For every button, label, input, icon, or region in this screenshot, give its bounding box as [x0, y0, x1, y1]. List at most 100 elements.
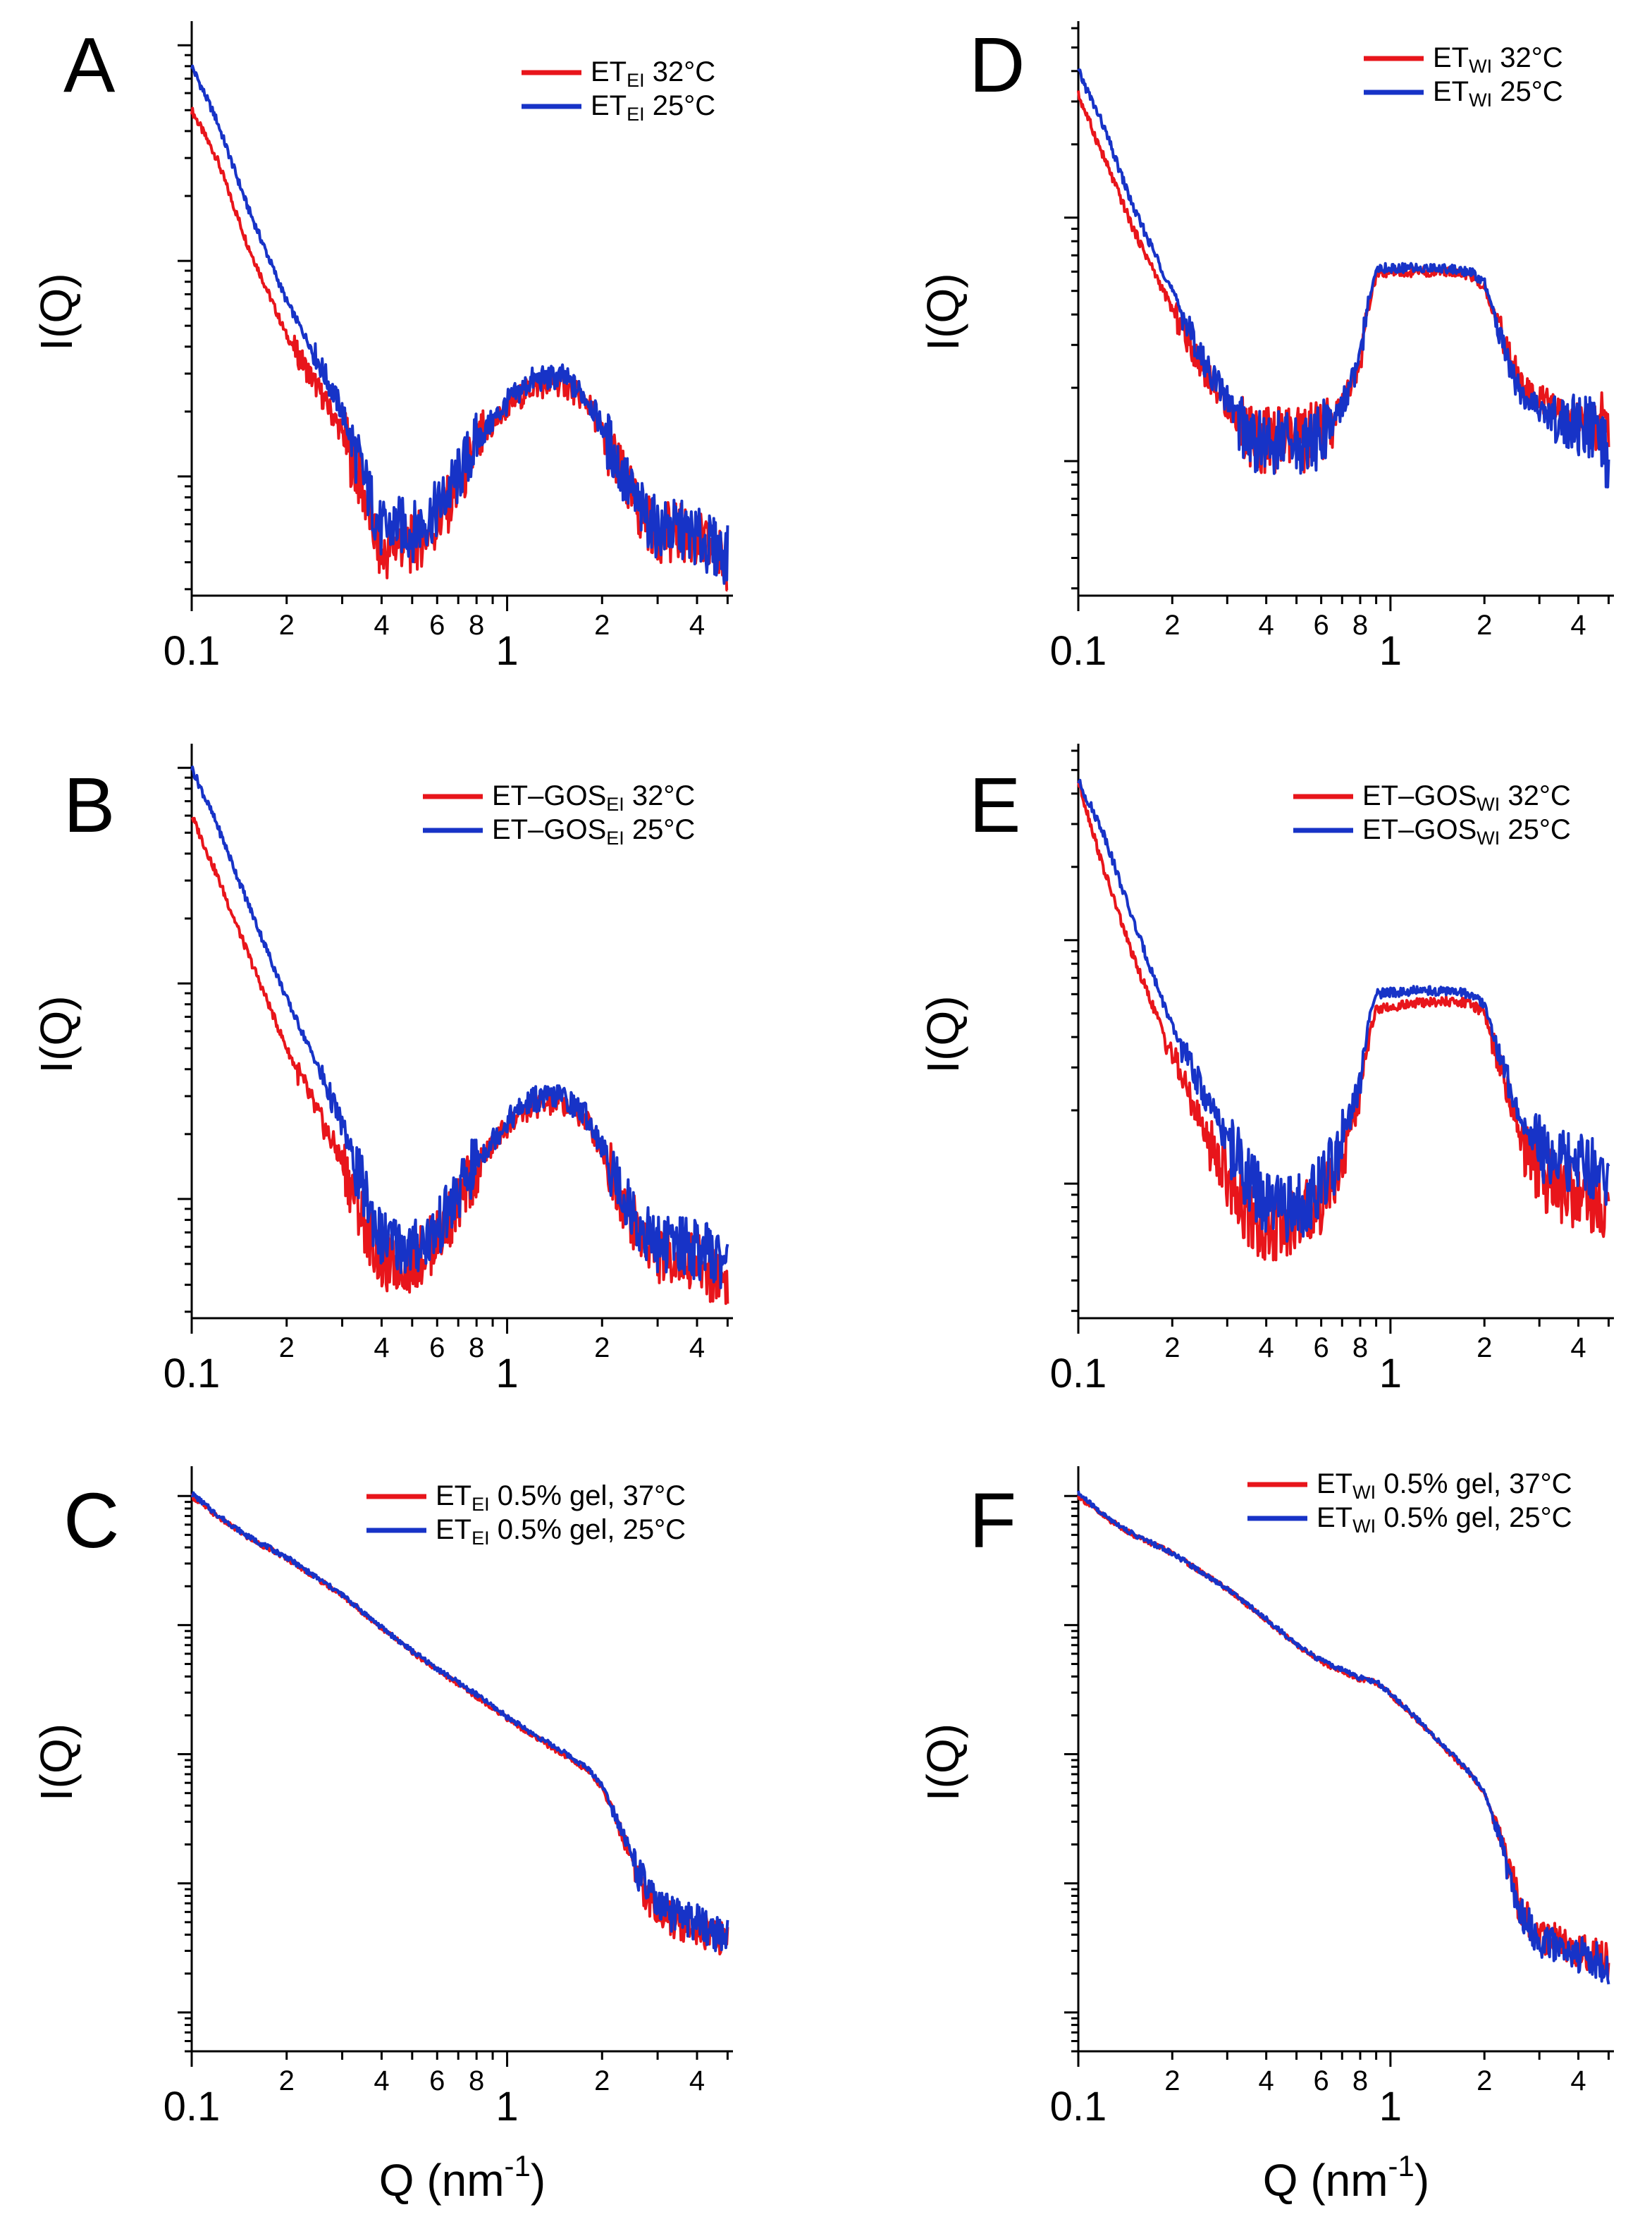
x-tick-label: 4: [1259, 610, 1274, 641]
series-line-blue: [1077, 778, 1610, 1243]
legend-suffix: 0.5% gel, 25°C: [490, 1514, 686, 1545]
legend-name: ET–GOS: [1362, 814, 1477, 845]
y-axis-label: I(Q): [31, 1724, 82, 1801]
y-axis-label: I(Q): [918, 273, 968, 350]
legend-name: ET: [1317, 1502, 1352, 1533]
legend-name: ET: [1433, 42, 1469, 73]
x-tick-label: 6: [429, 2065, 445, 2096]
legend-subscript: WI: [1352, 1516, 1376, 1537]
x-axis-label: Q (nm-1): [1263, 2149, 1429, 2206]
x-tick-label: 8: [469, 1332, 484, 1363]
series-line-red: [1077, 1494, 1610, 1979]
legend-suffix: 32°C: [624, 780, 696, 811]
legend-entry: ETWI 32°C: [1433, 42, 1563, 77]
legend-subscript: EI: [627, 70, 645, 91]
legend-subscript: EI: [606, 828, 624, 849]
x-tick-label: 0.1: [164, 1351, 221, 1396]
panel-letter: F: [969, 1477, 1016, 1564]
x-tick-label: 1: [495, 2084, 518, 2130]
legend-name: ET–GOS: [492, 780, 606, 811]
x-tick-label: 6: [1314, 2065, 1329, 2096]
x-tick-label: 2: [1164, 1332, 1180, 1363]
legend-suffix: 0.5% gel, 25°C: [1376, 1502, 1572, 1533]
x-tick-label: 6: [1314, 610, 1329, 641]
x-axis-label-sup: -1: [1388, 2149, 1414, 2182]
legend-name: ET: [591, 90, 627, 121]
series-line-blue: [1077, 68, 1610, 489]
legend-subscript: EI: [627, 104, 645, 125]
chart-panel-b: BI(Q)0.12 4 6 812 4ET–GOSEI 32°CET–GOSEI 25°…: [31, 744, 733, 1396]
legend-subscript: EI: [471, 1528, 490, 1549]
x-tick-label: 2: [1477, 610, 1492, 641]
chart-panel-c: C I(Q) 0.1 2 4 6 81 2 4 Q (nm-1) ETEI 0.5% gel, 37…: [31, 1466, 733, 2206]
x-tick-label: 0.1: [1050, 1351, 1107, 1396]
x-tick-label: 2: [1164, 2065, 1180, 2096]
legend-suffix: 0.5% gel, 37°C: [490, 1480, 686, 1511]
x-tick-label: 4: [1570, 610, 1586, 641]
legend-name: ET–GOS: [1362, 780, 1477, 811]
legend-entry: ETEI 0.5% gel, 37°C: [436, 1480, 686, 1515]
x-tick-label: 2: [594, 610, 610, 641]
y-axis-label: I(Q): [31, 273, 82, 350]
y-axis-label: I(Q): [918, 995, 968, 1073]
series-line-red: [190, 1492, 729, 1955]
x-tick-label: 2: [1477, 1332, 1492, 1363]
x-tick-label: 2: [279, 610, 295, 641]
legend-entry: ET–GOSWI 32°C: [1362, 780, 1571, 815]
x-tick-label: 2: [1477, 2065, 1492, 2096]
x-tick-label: 6: [429, 610, 445, 641]
legend-suffix: 0.5% gel, 37°C: [1376, 1468, 1572, 1499]
x-tick-label: 1: [495, 1351, 518, 1396]
y-axis-label: I(Q): [918, 1724, 968, 1801]
x-tick-label: 4: [689, 1332, 705, 1363]
x-tick-label: 8: [469, 610, 484, 641]
panel-letter: D: [969, 22, 1025, 109]
legend-suffix: 25°C: [1492, 76, 1563, 107]
legend-suffix: 32°C: [1500, 780, 1571, 811]
series-line-blue: [190, 1491, 729, 1953]
legend-name: ET: [436, 1514, 471, 1545]
series-line-red: [1077, 781, 1610, 1262]
y-axis-label: I(Q): [31, 995, 82, 1073]
x-tick-label: 4: [1259, 1332, 1274, 1363]
x-tick-label: 0.1: [1050, 628, 1107, 674]
x-tick-label: 1: [1379, 628, 1402, 674]
legend-subscript: WI: [1477, 794, 1500, 815]
x-tick-label: 4: [1570, 1332, 1586, 1363]
x-tick-label: 8: [469, 2065, 484, 2096]
legend-entry: ETEI 25°C: [591, 90, 715, 125]
legend-subscript: WI: [1469, 56, 1492, 77]
x-tick-label: 0.1: [164, 628, 221, 674]
x-tick-label: 4: [689, 610, 705, 641]
x-tick-label: 8: [1352, 610, 1368, 641]
x-axis-label: Q (nm-1): [379, 2149, 545, 2206]
x-tick-label: 2: [1164, 610, 1180, 641]
legend-suffix: 32°C: [645, 56, 716, 87]
series-line-blue: [1077, 1490, 1610, 1985]
legend-suffix: 25°C: [1500, 814, 1571, 845]
panel-letter: B: [63, 762, 115, 849]
x-axis-label-end: ): [1414, 2155, 1429, 2206]
legend-subscript: WI: [1352, 1482, 1376, 1503]
legend-entry: ETWI 25°C: [1433, 76, 1563, 111]
legend-name: ET: [591, 56, 627, 87]
legend-entry: ET–GOSEI 25°C: [492, 814, 695, 849]
x-tick-label: 2: [594, 2065, 610, 2096]
legend-entry: ETWI 0.5% gel, 37°C: [1317, 1468, 1572, 1503]
legend-suffix: 25°C: [645, 90, 716, 121]
legend-name: ET–GOS: [492, 814, 606, 845]
x-tick-label: 2: [594, 1332, 610, 1363]
legend-name: ET: [1433, 76, 1469, 107]
series-line-blue: [190, 64, 729, 585]
legend-suffix: 25°C: [624, 814, 696, 845]
x-tick-label: 2: [279, 2065, 295, 2096]
x-tick-label: 4: [689, 2065, 705, 2096]
x-tick-label: 4: [1570, 2065, 1586, 2096]
legend-suffix: 32°C: [1492, 42, 1563, 73]
x-tick-label: 4: [374, 610, 389, 641]
legend-entry: ETWI 0.5% gel, 25°C: [1317, 1502, 1572, 1537]
legend-entry: ETEI 32°C: [591, 56, 715, 91]
